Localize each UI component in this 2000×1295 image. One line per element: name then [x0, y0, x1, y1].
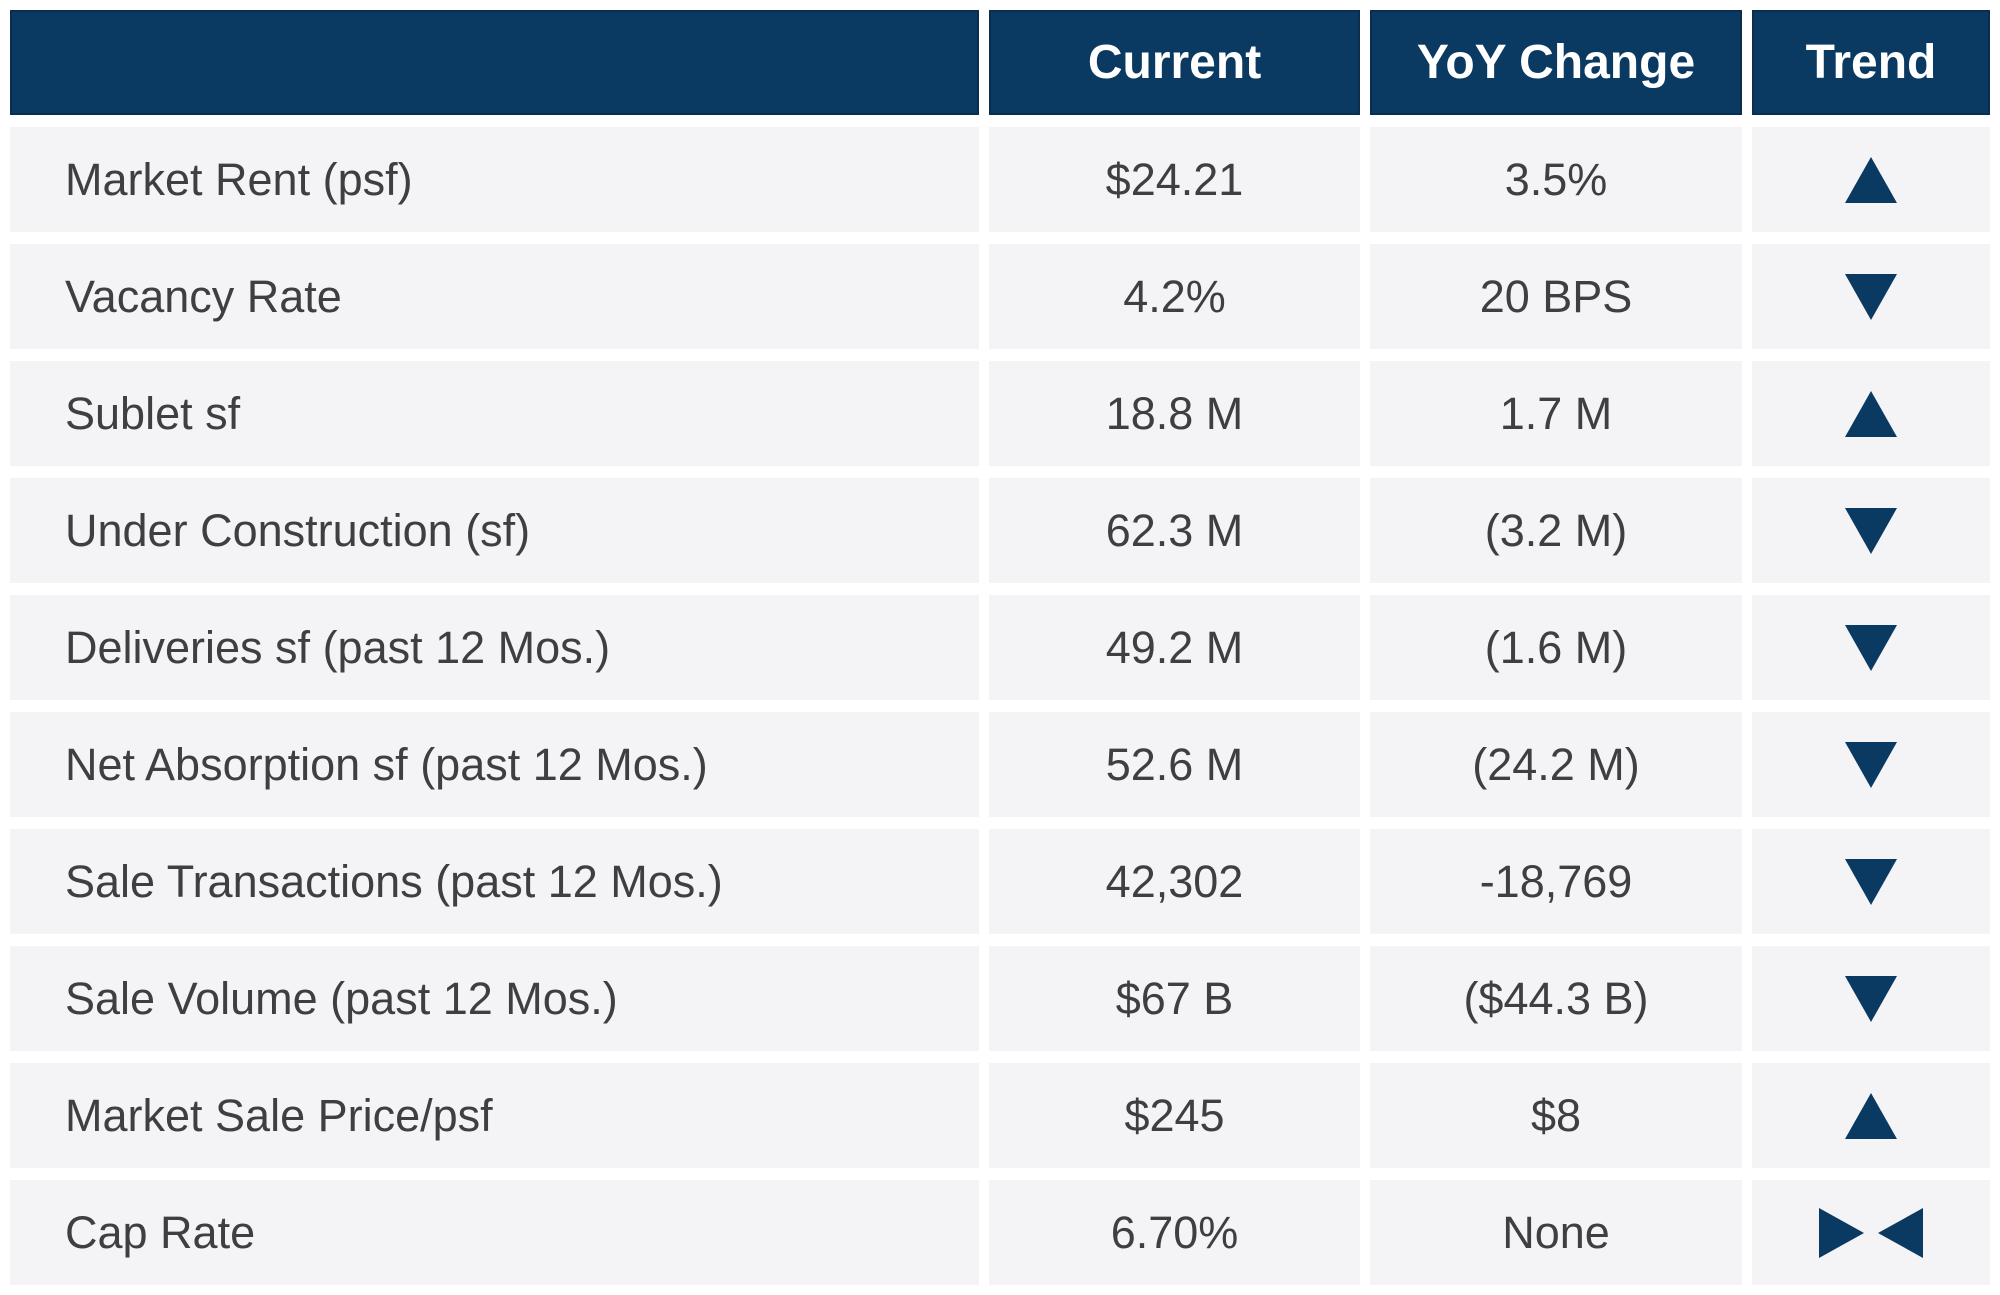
trend-cell [1752, 361, 1990, 466]
trend-cell [1752, 829, 1990, 934]
current-value: 6.70% [989, 1180, 1360, 1285]
triangle-up-icon [1845, 1092, 1897, 1139]
current-value: $245 [989, 1063, 1360, 1168]
triangles-converging-icon [1819, 1207, 1923, 1258]
header-cell-trend: Trend [1752, 10, 1990, 115]
trend-cell [1752, 127, 1990, 232]
yoy-value: (3.2 M) [1370, 478, 1742, 583]
yoy-value: 20 BPS [1370, 244, 1742, 349]
yoy-value: (1.6 M) [1370, 595, 1742, 700]
header-cell-current: Current [989, 10, 1360, 115]
triangle-right-icon [1819, 1207, 1864, 1258]
trend-cell [1752, 595, 1990, 700]
metric-label: Market Rent (psf) [10, 127, 979, 232]
metric-label: Cap Rate [10, 1180, 979, 1285]
yoy-value: 1.7 M [1370, 361, 1742, 466]
triangle-down-icon [1845, 624, 1897, 671]
metric-label: Under Construction (sf) [10, 478, 979, 583]
triangle-left-icon [1878, 1207, 1923, 1258]
metric-label: Net Absorption sf (past 12 Mos.) [10, 712, 979, 817]
metric-label: Market Sale Price/psf [10, 1063, 979, 1168]
current-value: 52.6 M [989, 712, 1360, 817]
header-cell-yoy-change: YoY Change [1370, 10, 1742, 115]
trend-cell [1752, 478, 1990, 583]
metric-label: Sale Volume (past 12 Mos.) [10, 946, 979, 1051]
current-value: 62.3 M [989, 478, 1360, 583]
market-stats-table: Current YoY Change Trend Market Rent (ps… [10, 10, 1990, 1285]
trend-cell [1752, 244, 1990, 349]
trend-cell [1752, 946, 1990, 1051]
triangle-down-icon [1845, 975, 1897, 1022]
yoy-value: 3.5% [1370, 127, 1742, 232]
metric-label: Deliveries sf (past 12 Mos.) [10, 595, 979, 700]
metric-label: Sublet sf [10, 361, 979, 466]
yoy-value: -18,769 [1370, 829, 1742, 934]
trend-cell [1752, 1180, 1990, 1285]
current-value: 4.2% [989, 244, 1360, 349]
trend-cell [1752, 1063, 1990, 1168]
current-value: $67 B [989, 946, 1360, 1051]
current-value: 49.2 M [989, 595, 1360, 700]
metric-label: Sale Transactions (past 12 Mos.) [10, 829, 979, 934]
triangle-down-icon [1845, 273, 1897, 320]
yoy-value: None [1370, 1180, 1742, 1285]
header-cell-blank [10, 10, 979, 115]
trend-cell [1752, 712, 1990, 817]
current-value: $24.21 [989, 127, 1360, 232]
yoy-value: $8 [1370, 1063, 1742, 1168]
yoy-value: ($44.3 B) [1370, 946, 1742, 1051]
triangle-up-icon [1845, 156, 1897, 203]
current-value: 42,302 [989, 829, 1360, 934]
triangle-up-icon [1845, 390, 1897, 437]
triangle-down-icon [1845, 858, 1897, 905]
yoy-value: (24.2 M) [1370, 712, 1742, 817]
triangle-down-icon [1845, 507, 1897, 554]
triangle-down-icon [1845, 741, 1897, 788]
metric-label: Vacancy Rate [10, 244, 979, 349]
current-value: 18.8 M [989, 361, 1360, 466]
